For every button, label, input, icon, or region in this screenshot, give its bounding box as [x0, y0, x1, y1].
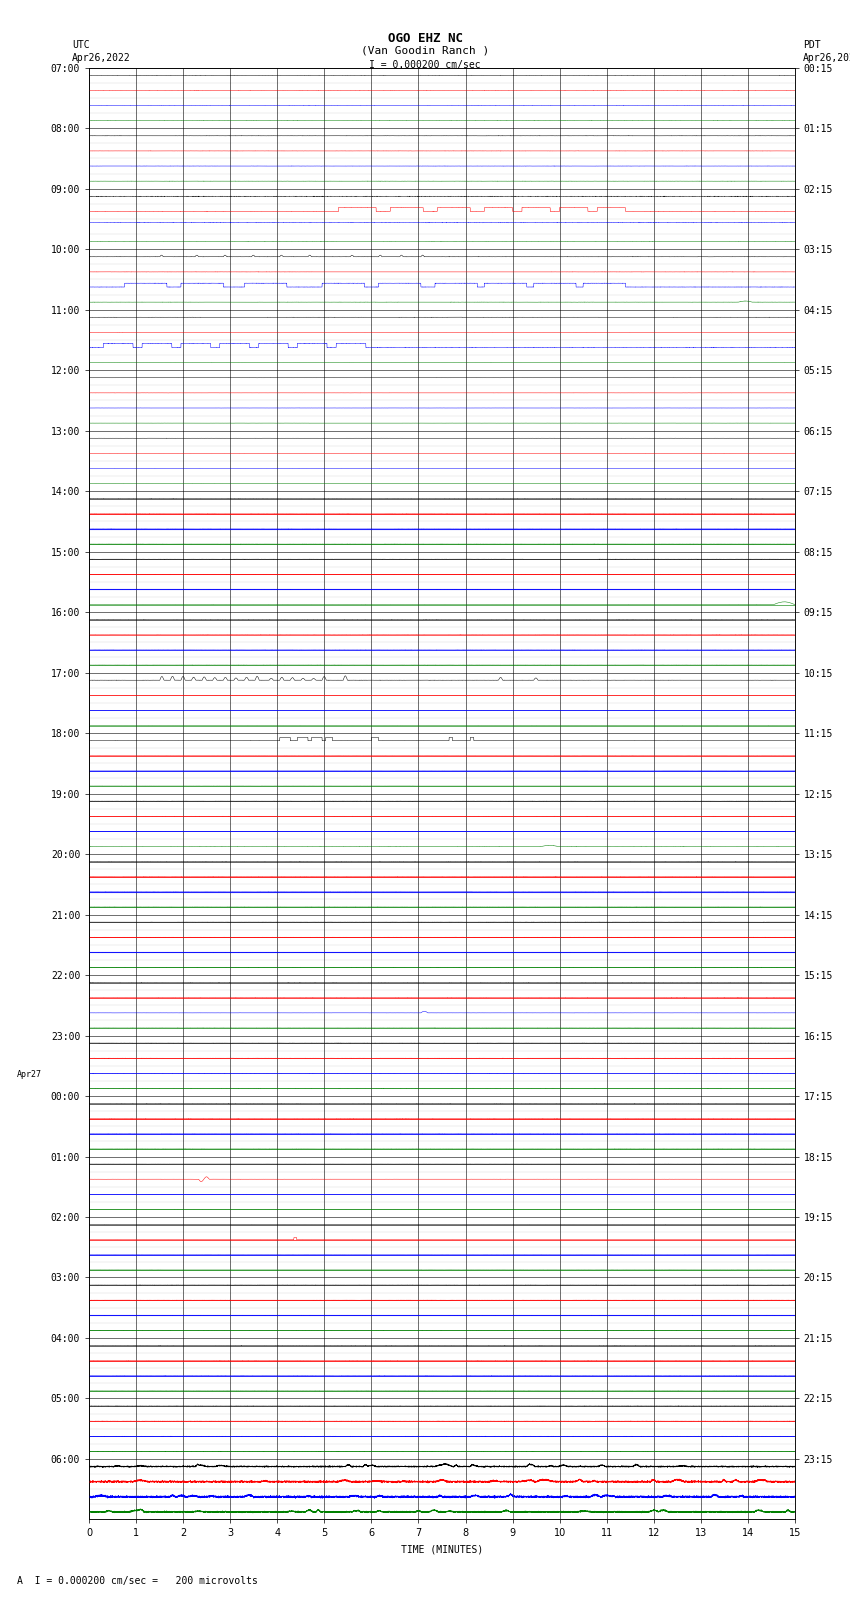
Text: OGO EHZ NC: OGO EHZ NC: [388, 32, 462, 45]
Text: UTC: UTC: [72, 40, 90, 50]
Text: PDT: PDT: [803, 40, 821, 50]
Text: Apr26,2022: Apr26,2022: [803, 53, 850, 63]
Text: I = 0.000200 cm/sec: I = 0.000200 cm/sec: [369, 60, 481, 69]
Text: Apr26,2022: Apr26,2022: [72, 53, 131, 63]
Text: Apr27: Apr27: [17, 1071, 42, 1079]
X-axis label: TIME (MINUTES): TIME (MINUTES): [401, 1544, 483, 1553]
Text: (Van Goodin Ranch ): (Van Goodin Ranch ): [361, 45, 489, 55]
Text: A  I = 0.000200 cm/sec =   200 microvolts: A I = 0.000200 cm/sec = 200 microvolts: [17, 1576, 258, 1586]
